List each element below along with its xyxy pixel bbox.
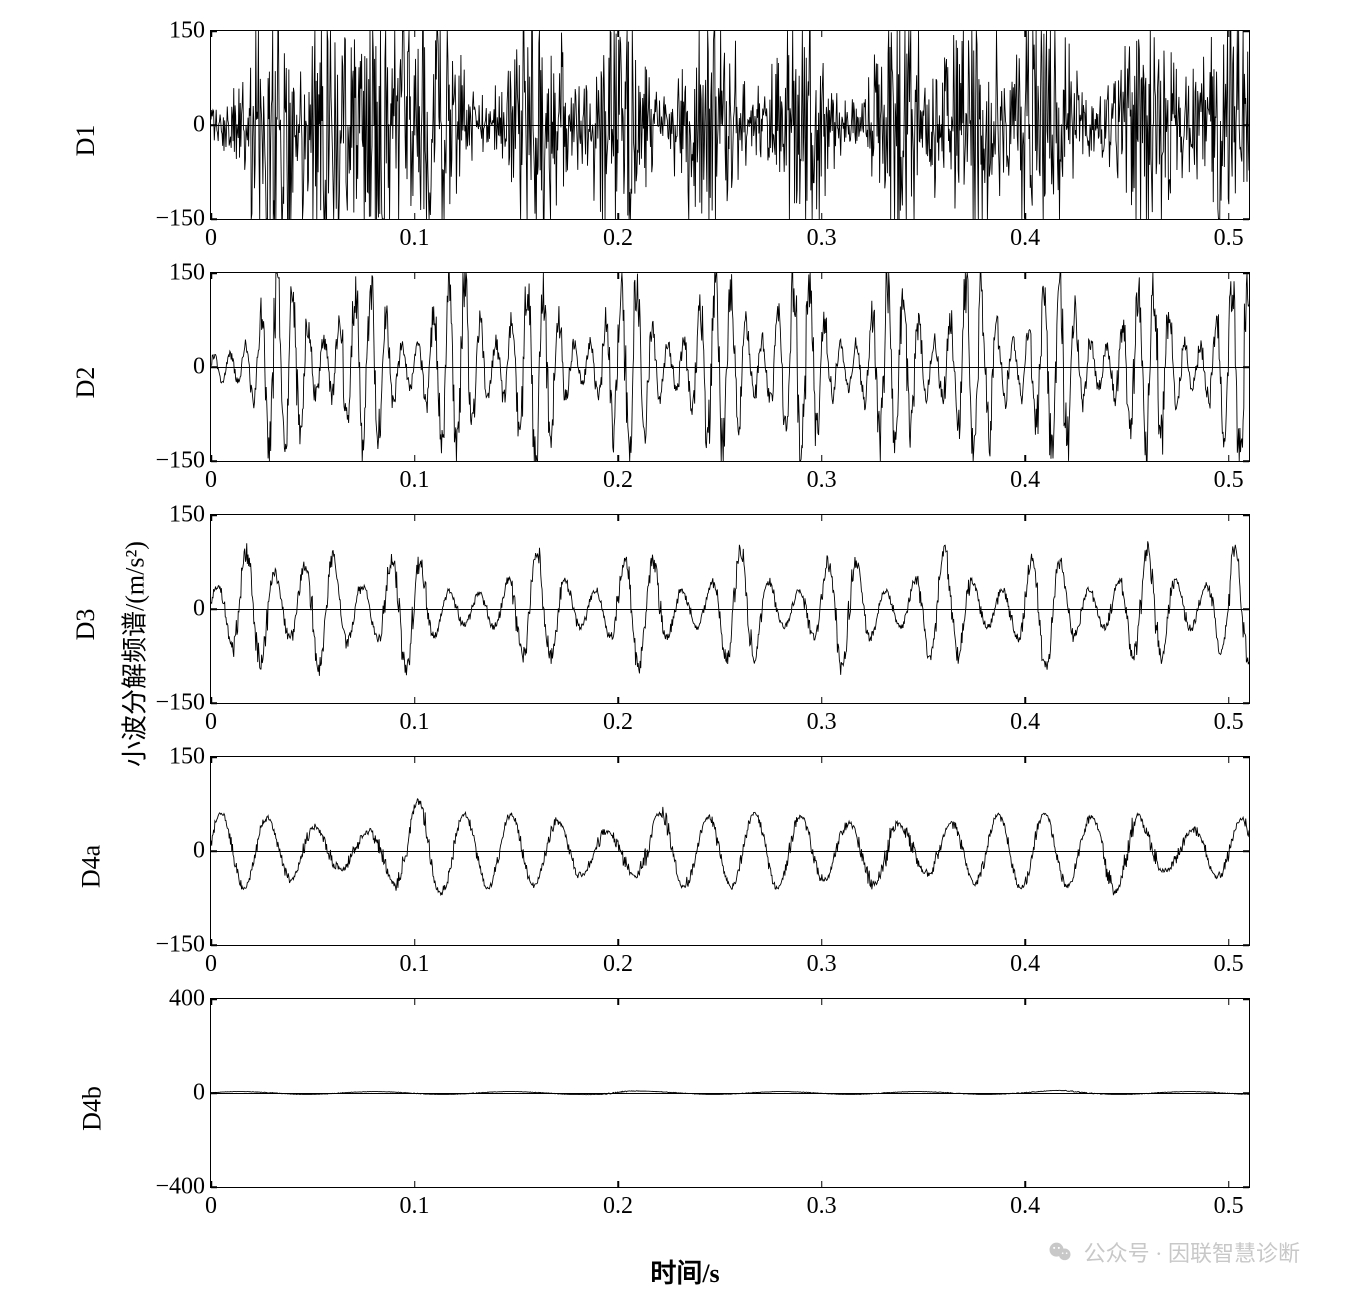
panel-row-D2: D2−150015000.10.20.30.40.5 — [130, 272, 1340, 502]
watermark: 公众号 · 因联智慧诊断 — [1046, 1236, 1300, 1268]
ytick-label: 400 — [169, 986, 205, 1013]
panel-label-D2: D2 — [71, 367, 101, 399]
panel-row-D3: D3−150015000.10.20.30.40.5 — [130, 514, 1340, 744]
xtick-label: 0 — [205, 709, 217, 736]
signal-D4a — [211, 757, 1249, 945]
xtick-label: 0 — [205, 225, 217, 252]
xtick-label: 0.3 — [807, 1193, 837, 1220]
xtick-label: 0 — [205, 951, 217, 978]
panel-label-D4a: D4a — [77, 845, 107, 888]
ytick-label: −400 — [155, 1174, 205, 1201]
plot-D4a: −150015000.10.20.30.40.5 — [210, 756, 1250, 946]
xtick-label: 0.4 — [1010, 225, 1040, 252]
plot-D1: −150015000.10.20.30.40.5 — [210, 30, 1250, 220]
ytick-label: −150 — [155, 690, 205, 717]
xtick-label: 0.3 — [807, 951, 837, 978]
xtick-label: 0.4 — [1010, 709, 1040, 736]
xtick-label: 0.1 — [400, 467, 430, 494]
wavelet-decomposition-figure: 小波分解频谱/(m/s²) D1−150015000.10.20.30.40.5… — [10, 10, 1360, 1298]
signal-D3 — [211, 515, 1249, 703]
xtick-label: 0.5 — [1214, 951, 1244, 978]
panel-row-D4a: D4a−150015000.10.20.30.40.5 — [130, 756, 1340, 986]
xtick-label: 0.5 — [1214, 467, 1244, 494]
wechat-icon — [1046, 1238, 1074, 1266]
panel-row-D4b: D4b−400040000.10.20.30.40.5 — [130, 998, 1340, 1228]
xtick-label: 0.2 — [603, 225, 633, 252]
xtick-label: 0.2 — [603, 951, 633, 978]
xtick-label: 0.4 — [1010, 467, 1040, 494]
xtick-label: 0.2 — [603, 1193, 633, 1220]
xtick-label: 0 — [205, 1193, 217, 1220]
xtick-label: 0.1 — [400, 225, 430, 252]
panel-label-D4b: D4b — [77, 1086, 107, 1131]
ytick-label: −150 — [155, 932, 205, 959]
panel-label-D1: D1 — [71, 125, 101, 157]
xtick-label: 0.4 — [1010, 951, 1040, 978]
ytick-label: 0 — [193, 1080, 205, 1107]
xtick-label: 0.2 — [603, 467, 633, 494]
signal-D4b — [211, 999, 1249, 1187]
ytick-label: −150 — [155, 206, 205, 233]
watermark-text: 公众号 · 因联智慧诊断 — [1084, 1236, 1300, 1268]
ytick-label: −150 — [155, 448, 205, 475]
xtick-label: 0.2 — [603, 709, 633, 736]
plot-D3: −150015000.10.20.30.40.5 — [210, 514, 1250, 704]
ytick-label: 150 — [169, 260, 205, 287]
signal-D1 — [211, 31, 1249, 219]
xtick-label: 0.5 — [1214, 225, 1244, 252]
ytick-label: 150 — [169, 744, 205, 771]
panel-label-D3: D3 — [71, 609, 101, 641]
plot-D4b: −400040000.10.20.30.40.5 — [210, 998, 1250, 1188]
signal-D2 — [211, 273, 1249, 461]
ytick-label: 150 — [169, 502, 205, 529]
xtick-label: 0.1 — [400, 1193, 430, 1220]
xtick-label: 0.1 — [400, 951, 430, 978]
ytick-label: 150 — [169, 18, 205, 45]
xtick-label: 0.3 — [807, 467, 837, 494]
panel-row-D1: D1−150015000.10.20.30.40.5 — [130, 30, 1340, 260]
xtick-label: 0.5 — [1214, 709, 1244, 736]
ytick-label: 0 — [193, 838, 205, 865]
xtick-label: 0.1 — [400, 709, 430, 736]
ytick-label: 0 — [193, 112, 205, 139]
xtick-label: 0 — [205, 467, 217, 494]
plot-D2: −150015000.10.20.30.40.5 — [210, 272, 1250, 462]
panels-container: D1−150015000.10.20.30.40.5D2−150015000.1… — [130, 30, 1340, 1240]
global-xlabel: 时间/s — [650, 1253, 719, 1290]
xtick-label: 0.3 — [807, 225, 837, 252]
xtick-label: 0.3 — [807, 709, 837, 736]
xtick-label: 0.5 — [1214, 1193, 1244, 1220]
ytick-label: 0 — [193, 354, 205, 381]
ytick-label: 0 — [193, 596, 205, 623]
xtick-label: 0.4 — [1010, 1193, 1040, 1220]
